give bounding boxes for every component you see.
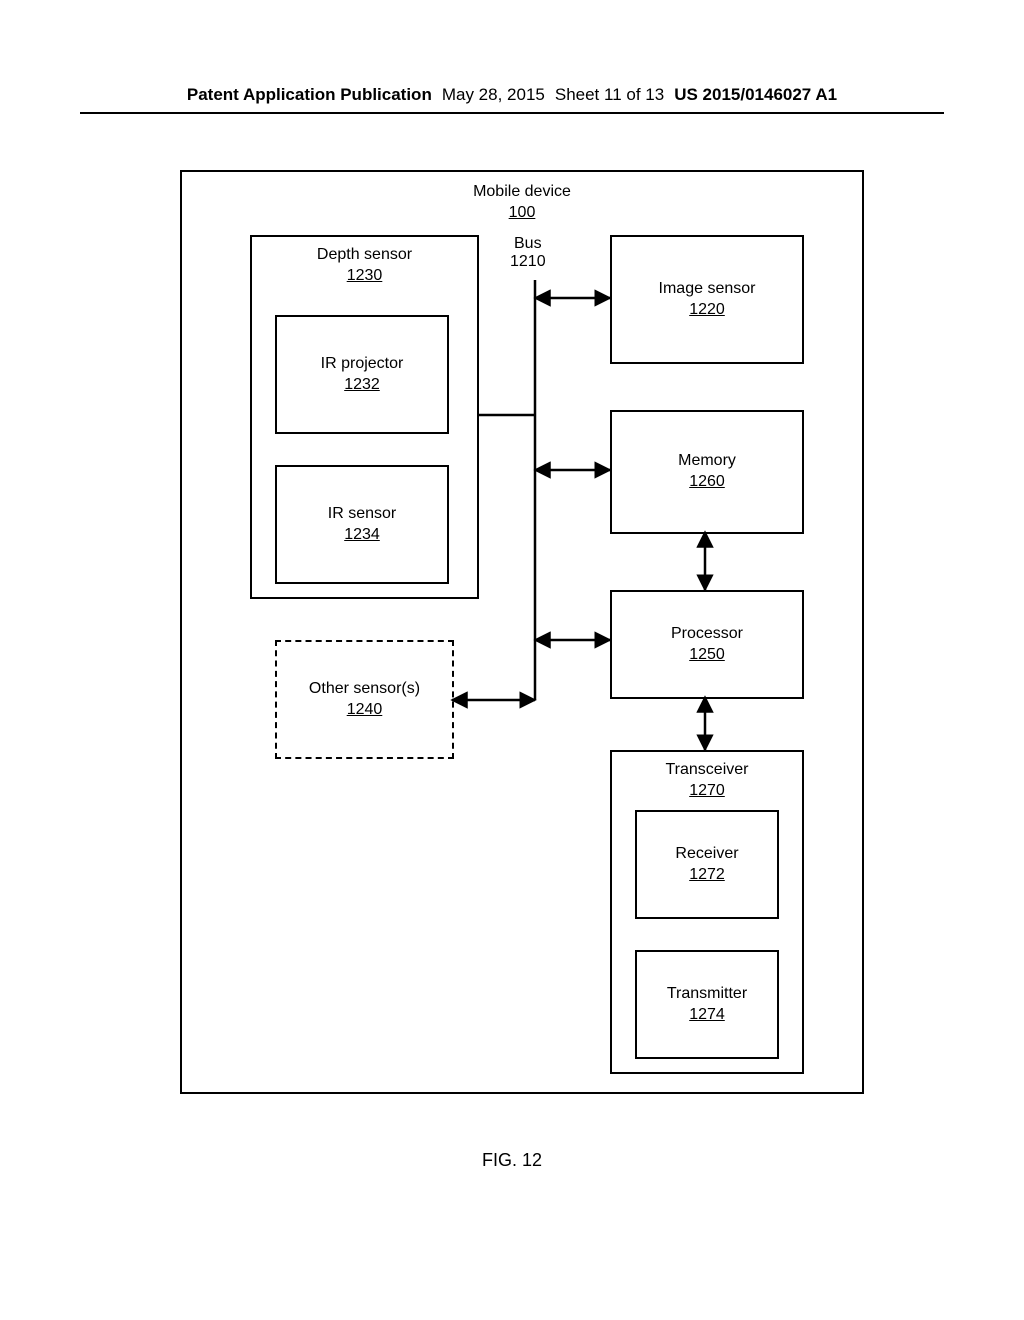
transceiver-number: 1270	[689, 782, 725, 799]
transmitter-label: Transmitter 1274	[667, 984, 747, 1026]
mobile-device-label: Mobile device 100	[182, 182, 862, 224]
memory-box: Memory 1260	[610, 410, 804, 534]
processor-number: 1250	[689, 646, 725, 663]
ir-sensor-title: IR sensor	[328, 505, 396, 522]
memory-title: Memory	[678, 452, 736, 469]
figure-caption: FIG. 12	[0, 1150, 1024, 1171]
other-sensors-label: Other sensor(s) 1240	[309, 679, 420, 721]
image-sensor-box: Image sensor 1220	[610, 235, 804, 364]
page-header: Patent Application Publication May 28, 2…	[0, 85, 1024, 105]
transceiver-label: Transceiver 1270	[612, 760, 802, 802]
ir-sensor-number: 1234	[344, 526, 380, 543]
receiver-box: Receiver 1272	[635, 810, 779, 919]
receiver-label: Receiver 1272	[675, 844, 738, 886]
depth-sensor-number: 1230	[347, 267, 383, 284]
image-sensor-number: 1220	[689, 301, 725, 318]
header-rule	[80, 112, 944, 114]
processor-box: Processor 1250	[610, 590, 804, 699]
bus-label: Bus 1210	[510, 235, 546, 271]
mobile-device-number: 100	[509, 204, 536, 221]
processor-label: Processor 1250	[671, 624, 743, 666]
image-sensor-label: Image sensor 1220	[659, 279, 756, 321]
receiver-title: Receiver	[675, 845, 738, 862]
memory-label: Memory 1260	[678, 451, 736, 493]
other-sensors-box: Other sensor(s) 1240	[275, 640, 454, 759]
ir-projector-title: IR projector	[321, 355, 404, 372]
ir-projector-label: IR projector 1232	[321, 354, 404, 396]
ir-projector-number: 1232	[344, 376, 380, 393]
transmitter-title: Transmitter	[667, 985, 747, 1002]
header-date: May 28, 2015	[442, 85, 545, 105]
bus-title: Bus	[514, 235, 542, 252]
ir-projector-box: IR projector 1232	[275, 315, 449, 434]
memory-number: 1260	[689, 473, 725, 490]
bus-number: 1210	[510, 253, 546, 270]
transmitter-number: 1274	[689, 1006, 725, 1023]
depth-sensor-title: Depth sensor	[317, 246, 412, 263]
transmitter-box: Transmitter 1274	[635, 950, 779, 1059]
header-pubno: US 2015/0146027 A1	[674, 85, 837, 105]
transceiver-title: Transceiver	[666, 761, 749, 778]
ir-sensor-box: IR sensor 1234	[275, 465, 449, 584]
processor-title: Processor	[671, 625, 743, 642]
receiver-number: 1272	[689, 866, 725, 883]
block-diagram: Mobile device 100 Depth sensor 1230 IR p…	[180, 170, 860, 1090]
image-sensor-title: Image sensor	[659, 280, 756, 297]
other-sensors-number: 1240	[347, 701, 383, 718]
other-sensors-title: Other sensor(s)	[309, 680, 420, 697]
depth-sensor-label: Depth sensor 1230	[252, 245, 477, 287]
mobile-device-title: Mobile device	[473, 183, 571, 200]
ir-sensor-label: IR sensor 1234	[328, 504, 396, 546]
header-sheet: Sheet 11 of 13	[555, 85, 664, 105]
header-left: Patent Application Publication	[187, 85, 432, 105]
